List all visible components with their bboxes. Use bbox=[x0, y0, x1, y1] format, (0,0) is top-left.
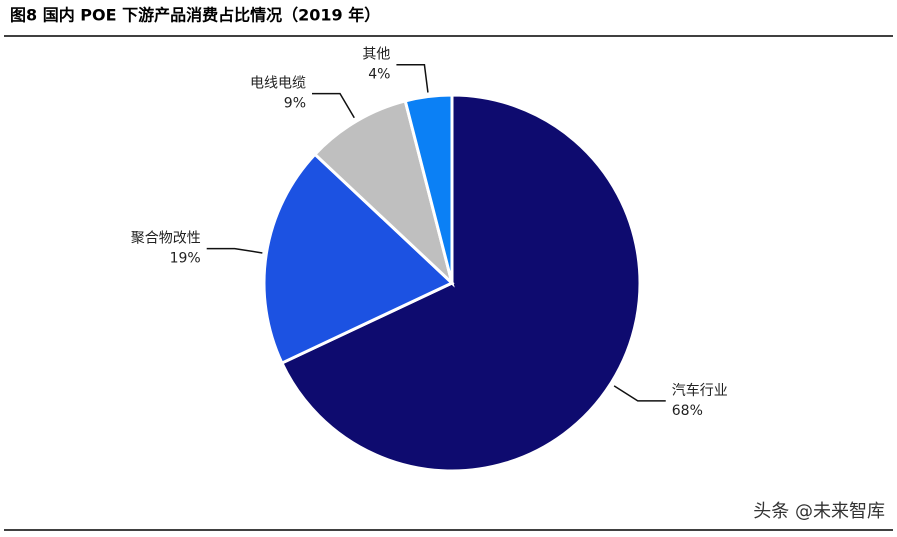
pie-slice bbox=[312, 99, 455, 288]
pie-slice bbox=[262, 152, 455, 366]
value-label: 68% bbox=[672, 403, 703, 419]
pie-slice bbox=[279, 93, 642, 473]
chart-title: 图8 国内 POE 下游产品消费占比情况（2019 年） bbox=[10, 6, 380, 25]
slice-label: 电线电缆 bbox=[250, 76, 306, 92]
watermark: 头条 @未来智库 bbox=[753, 501, 885, 522]
pie-slice bbox=[403, 93, 454, 284]
leader-line bbox=[396, 63, 429, 93]
leader-line bbox=[206, 247, 263, 254]
slice-label: 聚合物改性 bbox=[131, 231, 201, 247]
leader-line bbox=[312, 92, 355, 119]
slice-label: 汽车行业 bbox=[672, 382, 728, 399]
value-label: 19% bbox=[170, 251, 201, 267]
leader-line bbox=[613, 385, 666, 402]
value-label: 9% bbox=[284, 96, 306, 112]
value-label: 4% bbox=[368, 67, 390, 83]
slice-label: 其他 bbox=[362, 47, 390, 63]
